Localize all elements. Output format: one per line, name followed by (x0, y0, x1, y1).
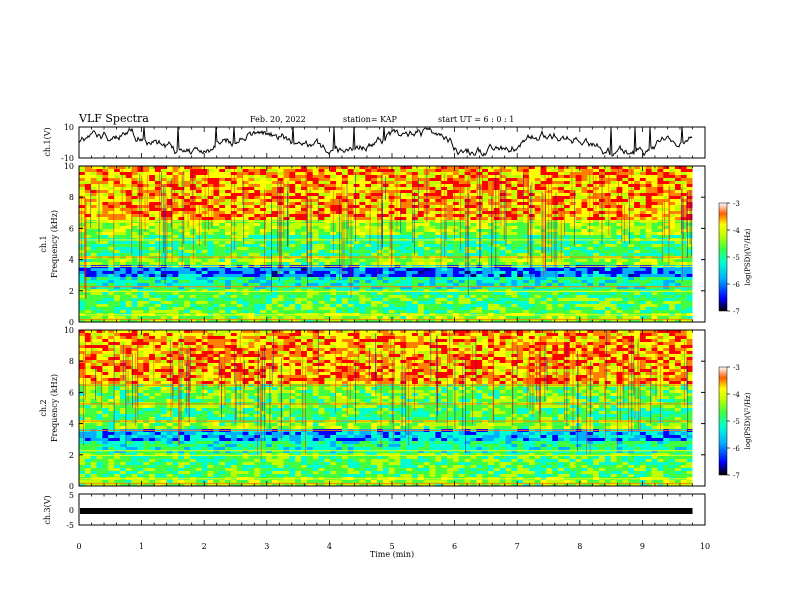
ch1-spectrogram-image (79, 166, 705, 323)
xtick-label: 4 (327, 542, 332, 551)
ch3-ytick-mid: 0 (69, 506, 74, 515)
ch2-frequency-label: Frequency (kHz) (50, 374, 59, 442)
colorbar-tick-label: -4 (733, 227, 740, 235)
ch1-waveform-line (78, 126, 693, 157)
x-axis: 0 1 2 3 4 5 6 7 8 9 10 (76, 127, 710, 551)
ytick-label: 2 (69, 451, 74, 460)
ch3-waveform-ylabel: ch.3(V) (43, 495, 52, 524)
colorbar-tick-label: -6 (733, 281, 740, 289)
figure-title: VLF Spectra (78, 112, 149, 125)
ch1-colorbar-label: log(PSD)(V²/Hz) (744, 228, 752, 285)
colorbar-tick-label: -5 (733, 254, 740, 262)
header-start-ut: start UT = 6 : 0 : 1 (438, 115, 514, 124)
ytick-label: 10 (64, 326, 74, 335)
colorbar-tick-label: -3 (733, 200, 740, 208)
ch1-ytick-bottom: -10 (61, 154, 74, 163)
ch3-waveform-line (80, 508, 693, 514)
ch3-waveform-panel: 5 0 -5 ch.3(V) (43, 491, 706, 530)
ytick-label: 2 (69, 287, 74, 296)
xtick-label: 8 (577, 542, 582, 551)
xtick-label: 0 (76, 542, 81, 551)
ch2-colorbar: -3 -4 -5 -6 -7 log(PSD)(V²/Hz) (718, 364, 752, 480)
xtick-label: 9 (640, 542, 645, 551)
colorbar-tick-label: -6 (733, 445, 740, 453)
ytick-label: 4 (69, 256, 74, 265)
ytick-label: 0 (69, 318, 74, 327)
xtick-label: 1 (139, 542, 144, 551)
ch1-waveform-panel: 10 -10 ch.1(V) (43, 123, 706, 163)
ytick-label: 8 (69, 193, 74, 202)
xtick-label: 3 (264, 542, 269, 551)
ch3-ytick-top: 5 (69, 491, 74, 500)
colorbar-tick-label: -5 (733, 418, 740, 426)
ytick-label: 8 (69, 357, 74, 366)
ytick-label: 10 (64, 162, 74, 171)
ytick-label: 6 (69, 388, 74, 397)
ytick-label: 0 (69, 482, 74, 491)
ytick-label: 6 (69, 224, 74, 233)
ch2-spectrogram-image (79, 330, 705, 487)
xtick-label: 7 (515, 542, 520, 551)
xtick-label: 10 (700, 542, 710, 551)
ch2-colorbar-label: log(PSD)(V²/Hz) (744, 392, 752, 449)
ch2-colorbar-gradient (718, 366, 728, 476)
ch1-colorbar-gradient (718, 202, 728, 312)
colorbar-tick-label: -7 (733, 308, 740, 316)
colorbar-tick-label: -7 (733, 472, 740, 480)
xtick-label: 5 (389, 542, 394, 551)
colorbar-tick-label: -3 (733, 364, 740, 372)
xtick-label: 2 (202, 542, 207, 551)
ch1-ytick-top: 10 (64, 123, 74, 132)
ch1-spectrogram-panel: 0 2 4 6 8 10 ch.1 Frequency (kHz) (39, 162, 706, 327)
ch1-frequency-label: Frequency (kHz) (50, 210, 59, 278)
ch1-waveform-ylabel: ch.1(V) (43, 127, 52, 156)
ch3-ytick-bottom: -5 (66, 521, 74, 530)
ch1-spectrogram-ylabel: ch.1 (39, 235, 48, 252)
header-date: Feb. 20, 2022 (250, 115, 306, 124)
header-station: station= KAP (343, 115, 398, 124)
x-axis-label: Time (min) (370, 550, 414, 559)
ytick-label: 4 (69, 420, 74, 429)
ch2-spectrogram-ylabel: ch.2 (39, 399, 48, 416)
colorbar-tick-label: -4 (733, 391, 740, 399)
xtick-label: 6 (452, 542, 457, 551)
ch1-colorbar: -3 -4 -5 -6 -7 log(PSD)(V²/Hz) (718, 200, 752, 316)
ch2-spectrogram-panel: 0 2 4 6 8 10 ch.2 Frequency (kHz) (39, 326, 706, 491)
